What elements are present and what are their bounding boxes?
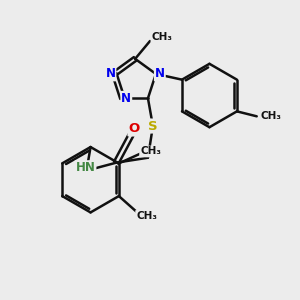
Text: S: S bbox=[148, 119, 158, 133]
Text: HN: HN bbox=[76, 161, 95, 174]
Text: CH₃: CH₃ bbox=[152, 32, 172, 42]
Text: CH₃: CH₃ bbox=[260, 111, 281, 121]
Text: CH₃: CH₃ bbox=[140, 146, 161, 157]
Text: O: O bbox=[128, 122, 140, 136]
Text: N: N bbox=[121, 92, 131, 105]
Text: N: N bbox=[105, 68, 116, 80]
Text: N: N bbox=[155, 68, 165, 80]
Text: CH₃: CH₃ bbox=[136, 211, 157, 221]
